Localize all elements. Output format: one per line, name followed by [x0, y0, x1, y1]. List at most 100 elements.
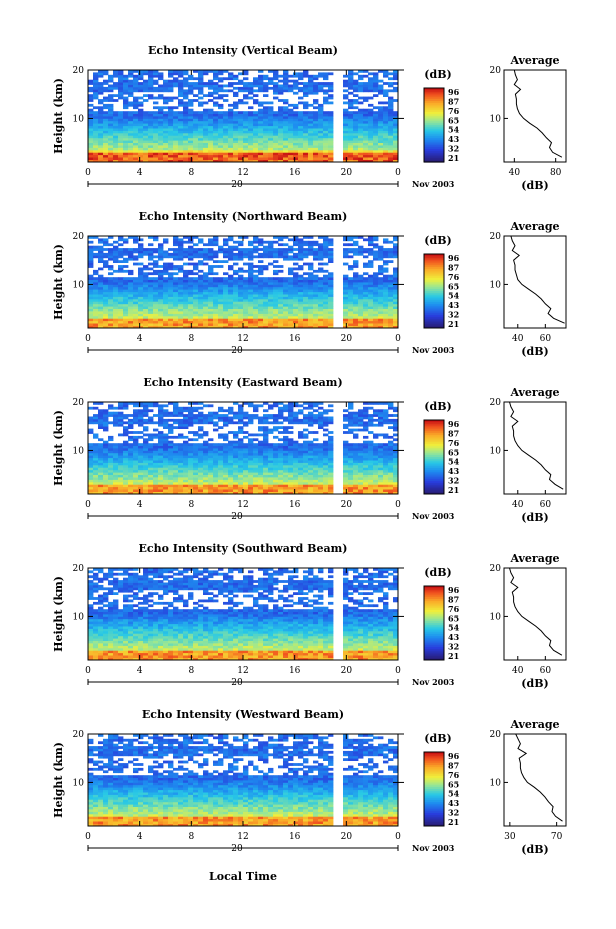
- heatmap-cell: [183, 414, 189, 417]
- heatmap-cell: [178, 484, 184, 488]
- heatmap-cell: [318, 325, 324, 329]
- heatmap-cell: [313, 248, 319, 251]
- heatmap-cell: [148, 157, 154, 160]
- heatmap-cell: [88, 108, 94, 112]
- heatmap-cell: [238, 284, 244, 288]
- heatmap-cell: [143, 464, 149, 468]
- heatmap-cell: [138, 423, 144, 427]
- heatmap-cell: [118, 460, 124, 463]
- heatmap-cell: [128, 450, 134, 454]
- heatmap-cell: [278, 135, 284, 139]
- heatmap-cell: [143, 481, 149, 485]
- heatmap-cell: [378, 120, 384, 124]
- heatmap-cell: [298, 267, 304, 271]
- heatmap-cell: [88, 130, 94, 134]
- heatmap-cell: [318, 277, 324, 280]
- heatmap-cell: [138, 303, 144, 307]
- heatmap-cell: [223, 149, 229, 153]
- heatmap-cell: [243, 82, 249, 85]
- heatmap-cell: [243, 472, 249, 475]
- heatmap-cell: [353, 277, 359, 280]
- heatmap-cell: [238, 145, 244, 148]
- heatmap-cell: [113, 135, 119, 139]
- heatmap-cell: [118, 423, 124, 427]
- heatmap-cell: [363, 265, 369, 268]
- heatmap-cell: [188, 448, 194, 451]
- heatmap-cell: [373, 286, 379, 290]
- heatmap-cell: [98, 106, 104, 110]
- heatmap-cell: [383, 140, 389, 143]
- heatmap-cell: [348, 320, 354, 324]
- heatmap-cell: [228, 467, 234, 471]
- x-tick-label: 12: [237, 168, 248, 178]
- heatmap-cell: [103, 125, 109, 129]
- heatmap-cell: [143, 89, 149, 93]
- heatmap-cell: [213, 135, 219, 139]
- heatmap-cell: [308, 294, 314, 297]
- heatmap-cell: [163, 318, 169, 322]
- panel-0: Echo Intensity (Vertical Beam)2010Height…: [52, 44, 567, 192]
- heatmap-cell: [153, 460, 159, 463]
- heatmap-cell: [128, 137, 134, 141]
- heatmap-cell: [363, 116, 369, 119]
- heatmap-cell: [128, 438, 134, 442]
- heatmap-cell: [343, 289, 349, 293]
- heatmap-cell: [108, 286, 114, 290]
- heatmap-cell: [133, 135, 139, 139]
- heatmap-cell: [133, 418, 139, 422]
- heatmap-cell: [113, 486, 119, 490]
- heatmap-cell: [103, 323, 109, 326]
- heatmap-cell: [258, 457, 264, 461]
- heatmap-cell: [348, 313, 354, 317]
- heatmap-cell: [133, 118, 139, 122]
- heatmap-cell: [108, 147, 114, 151]
- heatmap-cell: [173, 481, 179, 485]
- heatmap-cell: [93, 294, 99, 297]
- heatmap-cell: [108, 411, 114, 415]
- heatmap-cell: [298, 240, 304, 244]
- heatmap-cell: [123, 460, 129, 463]
- heatmap-cell: [268, 159, 274, 163]
- heatmap-cell: [153, 443, 159, 446]
- heatmap-cell: [268, 142, 274, 146]
- heatmap-cell: [128, 291, 134, 295]
- heatmap-cell: [243, 236, 249, 239]
- heatmap-cell: [203, 272, 209, 276]
- heatmap-cell: [218, 469, 224, 473]
- heatmap-cell: [288, 149, 294, 153]
- heatmap-cell: [248, 443, 254, 446]
- heatmap-cell: [213, 84, 219, 88]
- heatmap-cell: [98, 128, 104, 131]
- heatmap-cell: [218, 489, 224, 492]
- heatmap-cell: [153, 481, 159, 485]
- heatmap-cell: [388, 123, 394, 127]
- heatmap-cell: [153, 113, 159, 117]
- heatmap-cell: [243, 414, 249, 417]
- heatmap-cell: [358, 323, 364, 326]
- heatmap-cell: [233, 130, 239, 134]
- heatmap-cell: [378, 147, 384, 151]
- heatmap-cell: [113, 414, 119, 417]
- heatmap-cell: [88, 416, 94, 420]
- heatmap-cell: [383, 152, 389, 156]
- heatmap-cell: [363, 74, 369, 78]
- heatmap-cell: [98, 460, 104, 463]
- heatmap-cell: [153, 137, 159, 141]
- heatmap-cell: [188, 236, 194, 239]
- x-tick-label: 20: [341, 168, 353, 178]
- heatmap-cell: [123, 472, 129, 475]
- heatmap-cell: [298, 248, 304, 251]
- heatmap-cell: [173, 79, 179, 83]
- heatmap-cell: [213, 313, 219, 317]
- heatmap-cell: [173, 489, 179, 492]
- heatmap-cell: [178, 315, 184, 319]
- heatmap-cell: [363, 282, 369, 285]
- heatmap-cell: [138, 82, 144, 85]
- heatmap-cell: [388, 147, 394, 151]
- heatmap-cell: [203, 313, 209, 317]
- heatmap-cell: [278, 325, 284, 329]
- heatmap-cell: [98, 426, 104, 429]
- heatmap-cell: [363, 125, 369, 129]
- heatmap-cell: [343, 303, 349, 307]
